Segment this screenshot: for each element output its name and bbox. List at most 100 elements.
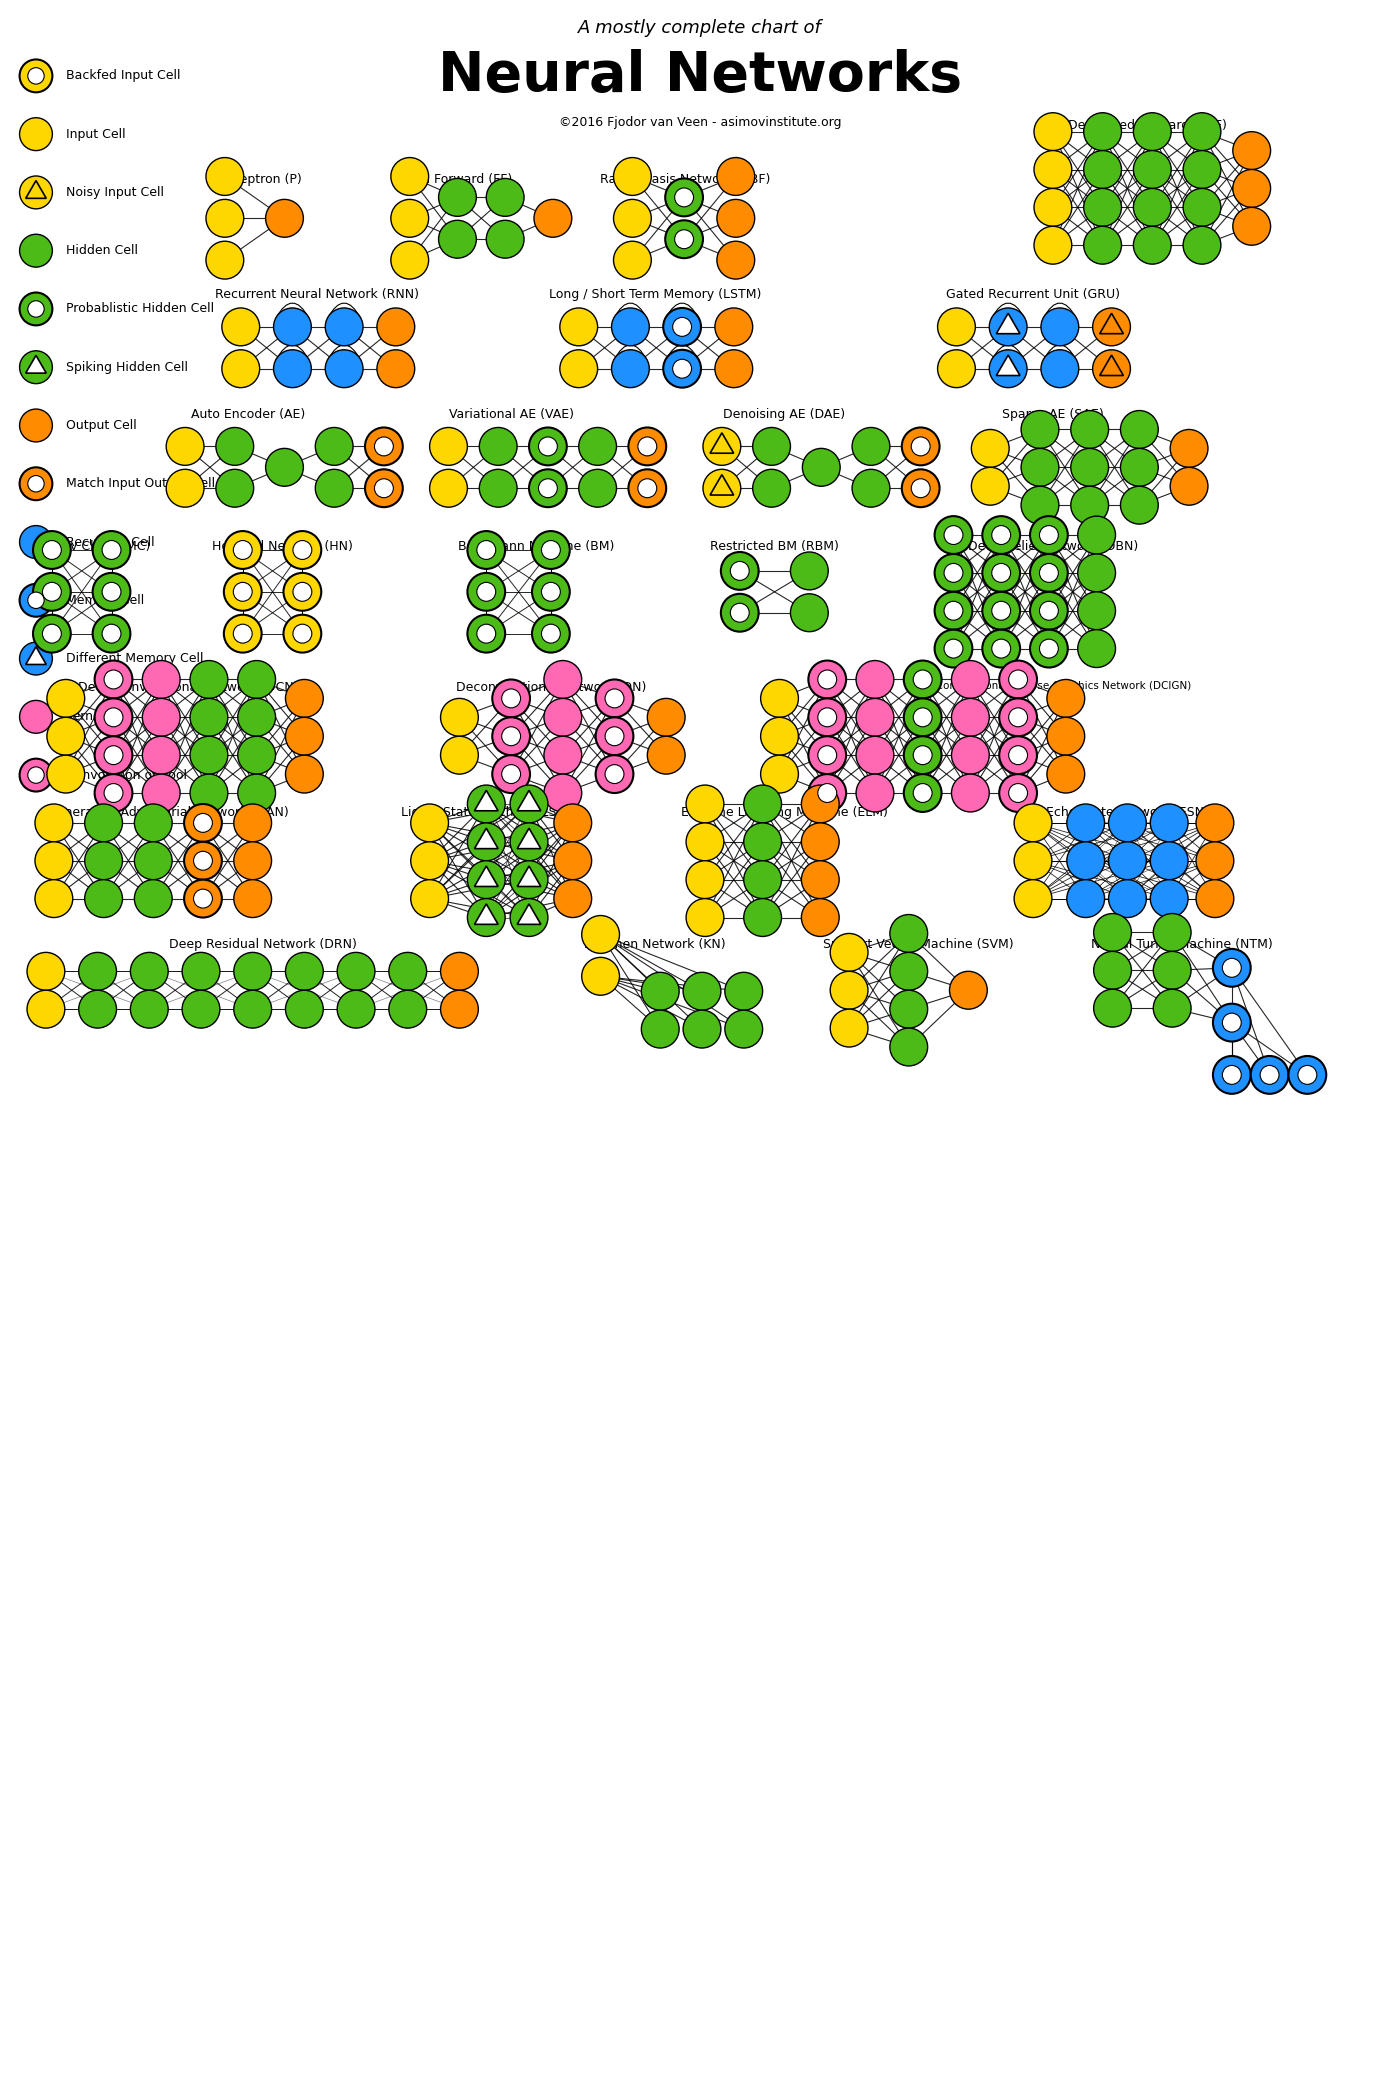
- Circle shape: [27, 991, 64, 1029]
- Circle shape: [365, 428, 403, 466]
- Circle shape: [983, 592, 1021, 630]
- Circle shape: [134, 880, 172, 918]
- Text: Kohonen Network (KN): Kohonen Network (KN): [584, 939, 727, 951]
- Circle shape: [629, 428, 666, 466]
- Circle shape: [477, 624, 496, 643]
- Circle shape: [1078, 517, 1116, 554]
- Circle shape: [1222, 958, 1242, 976]
- Circle shape: [991, 525, 1011, 544]
- Circle shape: [990, 351, 1028, 388]
- Circle shape: [952, 662, 990, 699]
- Text: Backfed Input Cell: Backfed Input Cell: [66, 69, 181, 82]
- Circle shape: [1170, 468, 1208, 506]
- Circle shape: [441, 953, 479, 991]
- Circle shape: [84, 804, 122, 842]
- Circle shape: [1196, 842, 1233, 880]
- Circle shape: [1039, 638, 1058, 657]
- Circle shape: [48, 718, 84, 756]
- Circle shape: [1196, 880, 1233, 918]
- Circle shape: [510, 823, 547, 861]
- Circle shape: [1030, 517, 1068, 554]
- Circle shape: [1030, 554, 1068, 592]
- Circle shape: [234, 880, 272, 918]
- Circle shape: [1067, 842, 1105, 880]
- Circle shape: [1000, 737, 1037, 775]
- Circle shape: [1154, 914, 1191, 951]
- Circle shape: [935, 554, 973, 592]
- Circle shape: [266, 200, 304, 237]
- Circle shape: [532, 531, 570, 569]
- Circle shape: [1000, 775, 1037, 813]
- Circle shape: [853, 468, 890, 508]
- Circle shape: [1008, 708, 1028, 727]
- Circle shape: [612, 351, 650, 388]
- Circle shape: [638, 479, 657, 498]
- Circle shape: [34, 531, 71, 569]
- Circle shape: [1250, 1056, 1288, 1094]
- Circle shape: [717, 158, 755, 195]
- Text: Different Memory Cell: Different Memory Cell: [66, 653, 203, 666]
- Circle shape: [283, 531, 321, 569]
- Text: Probablistic Hidden Cell: Probablistic Hidden Cell: [66, 302, 214, 315]
- Circle shape: [935, 630, 973, 668]
- Circle shape: [20, 758, 52, 792]
- Polygon shape: [475, 903, 498, 924]
- Circle shape: [1071, 487, 1109, 525]
- Circle shape: [529, 468, 567, 508]
- Circle shape: [501, 764, 521, 783]
- Circle shape: [801, 861, 839, 899]
- Circle shape: [216, 428, 253, 466]
- Circle shape: [438, 220, 476, 258]
- Circle shape: [983, 554, 1021, 592]
- Circle shape: [1154, 951, 1191, 989]
- Circle shape: [991, 601, 1011, 619]
- Circle shape: [493, 756, 531, 794]
- Circle shape: [743, 899, 781, 937]
- Circle shape: [1039, 601, 1058, 619]
- Circle shape: [1212, 1004, 1250, 1042]
- Circle shape: [1109, 804, 1147, 842]
- Circle shape: [1042, 351, 1079, 388]
- Circle shape: [35, 880, 73, 918]
- Text: Kernel: Kernel: [66, 710, 105, 722]
- Text: Noisy Input Cell: Noisy Input Cell: [66, 187, 164, 200]
- Circle shape: [1084, 189, 1121, 227]
- Circle shape: [554, 880, 592, 918]
- Circle shape: [542, 540, 560, 559]
- Circle shape: [1008, 670, 1028, 689]
- Circle shape: [686, 785, 724, 823]
- Text: Deconvolutional Network (DN): Deconvolutional Network (DN): [456, 682, 645, 695]
- Polygon shape: [475, 865, 498, 886]
- Circle shape: [20, 292, 52, 326]
- Circle shape: [629, 468, 666, 508]
- Circle shape: [1298, 1065, 1317, 1084]
- Circle shape: [721, 552, 759, 590]
- Polygon shape: [517, 827, 540, 848]
- Circle shape: [510, 785, 547, 823]
- Circle shape: [913, 783, 932, 802]
- Circle shape: [605, 764, 624, 783]
- Circle shape: [935, 592, 973, 630]
- Circle shape: [972, 430, 1009, 468]
- Circle shape: [990, 309, 1028, 346]
- Circle shape: [20, 525, 52, 559]
- Circle shape: [1134, 113, 1172, 151]
- Circle shape: [904, 662, 942, 699]
- Circle shape: [578, 468, 616, 508]
- Circle shape: [717, 200, 755, 237]
- Circle shape: [1151, 804, 1189, 842]
- Circle shape: [1000, 699, 1037, 737]
- Text: Deep Feed Forward (DFF): Deep Feed Forward (DFF): [1068, 120, 1226, 132]
- Circle shape: [1288, 1056, 1326, 1094]
- Circle shape: [486, 220, 524, 258]
- Circle shape: [477, 540, 496, 559]
- Circle shape: [539, 437, 557, 456]
- Circle shape: [104, 746, 123, 764]
- Circle shape: [20, 584, 52, 617]
- Text: Restricted BM (RBM): Restricted BM (RBM): [710, 540, 839, 552]
- Text: Sparse AE (SAE): Sparse AE (SAE): [1002, 407, 1103, 420]
- Circle shape: [890, 1029, 928, 1067]
- Circle shape: [479, 428, 517, 466]
- Circle shape: [20, 701, 52, 733]
- Circle shape: [224, 531, 262, 569]
